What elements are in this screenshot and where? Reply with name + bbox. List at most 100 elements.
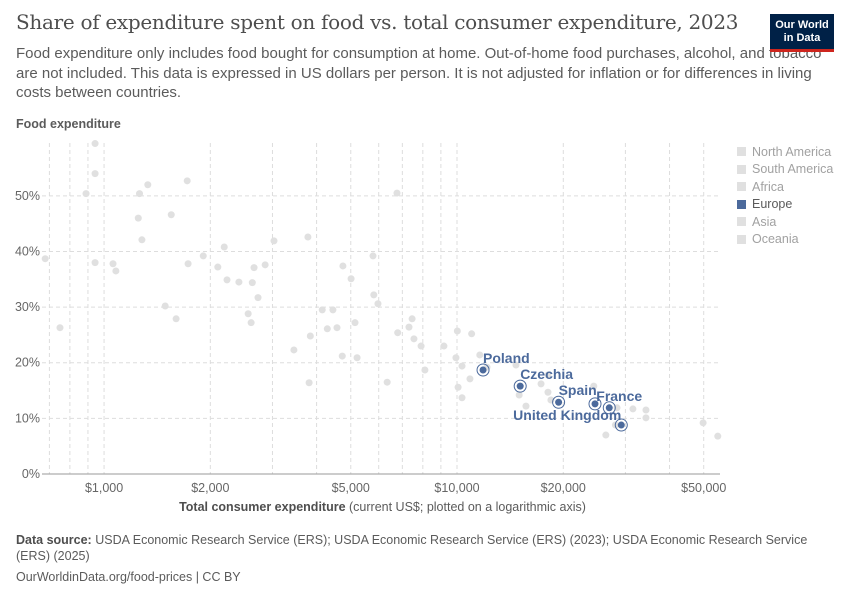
data-point [161, 302, 169, 310]
owid-logo[interactable]: Our World in Data [770, 14, 834, 52]
data-point [91, 140, 99, 148]
legend-item-north-america[interactable]: North America [737, 143, 833, 161]
legend-item-africa[interactable]: Africa [737, 178, 833, 196]
data-point-europe [617, 421, 625, 429]
legend-label: Oceania [752, 232, 799, 247]
data-point [629, 405, 637, 413]
data-point [109, 260, 117, 268]
highlight-ring [476, 363, 490, 377]
data-point [347, 275, 355, 283]
x-tick-label: $10,000 [434, 481, 479, 495]
data-point [544, 371, 552, 379]
y-axis-label: Food expenditure [16, 117, 121, 131]
data-point-europe [555, 398, 563, 406]
data-point [91, 170, 99, 178]
data-point [167, 211, 175, 219]
data-point [602, 431, 610, 439]
data-point [383, 378, 391, 386]
highlight-ring [614, 418, 628, 432]
data-point [138, 236, 146, 244]
data-point [417, 342, 425, 350]
data-point [305, 379, 313, 387]
data-point [323, 325, 331, 333]
data-point [351, 319, 359, 327]
data-point [250, 264, 258, 272]
data-point [642, 406, 650, 414]
footer-url[interactable]: OurWorldinData.org/food-prices | CC BY [16, 570, 241, 584]
data-point [339, 262, 347, 270]
data-point [590, 382, 598, 390]
highlight-ring [588, 397, 602, 411]
data-source: Data source: USDA Economic Research Serv… [16, 533, 836, 564]
data-point [421, 366, 429, 374]
legend-label: Asia [752, 214, 777, 229]
highlight-ring [513, 379, 527, 393]
source-text: USDA Economic Research Service (ERS); US… [16, 533, 808, 563]
legend-label: Africa [752, 179, 784, 194]
legend-item-europe[interactable]: Europe [737, 196, 833, 214]
legend-label: North America [752, 144, 832, 159]
legend-item-oceania[interactable]: Oceania [737, 231, 833, 249]
data-point [393, 189, 401, 197]
x-axis-label: Total consumer expenditure (current US$;… [0, 500, 765, 514]
highlight-ring [602, 401, 616, 415]
data-point [714, 432, 722, 440]
data-point [199, 252, 207, 260]
data-point [394, 329, 402, 337]
legend-label: South America [752, 162, 834, 177]
legend-swatch [737, 147, 746, 157]
data-point-europe [591, 400, 599, 408]
data-point [452, 354, 460, 362]
data-point-europe [479, 366, 487, 374]
data-point [458, 394, 466, 402]
data-point [440, 342, 448, 350]
data-point [466, 375, 474, 383]
data-point [370, 291, 378, 299]
data-point [304, 233, 312, 241]
data-point [537, 380, 545, 388]
highlight-ring [552, 395, 566, 409]
y-tick-label: 30% [15, 300, 40, 314]
data-point [369, 252, 377, 260]
y-tick-label: 20% [15, 356, 40, 370]
data-point [56, 324, 64, 332]
data-point [454, 383, 462, 391]
data-point [172, 315, 180, 323]
data-point [41, 255, 49, 263]
data-point [512, 361, 520, 369]
data-point [333, 324, 341, 332]
data-point [254, 294, 262, 302]
x-tick-label: $1,000 [85, 481, 123, 495]
data-point-europe [516, 382, 524, 390]
data-point [134, 214, 142, 222]
data-point [642, 414, 650, 422]
data-point [476, 351, 484, 359]
legend-swatch [737, 234, 746, 244]
data-point [699, 419, 707, 427]
data-point [353, 354, 361, 362]
point-label: United Kingdom [513, 407, 621, 423]
data-point [306, 332, 314, 340]
x-tick-label: $50,000 [681, 481, 726, 495]
data-point [136, 190, 144, 198]
legend-label: Europe [752, 197, 793, 212]
data-point [405, 323, 413, 331]
legend: North America South America Africa Europ… [737, 143, 833, 248]
data-point [270, 237, 278, 245]
y-tick-label: 0% [22, 467, 40, 481]
data-point [515, 391, 523, 399]
data-point [248, 279, 256, 287]
data-point [112, 267, 120, 275]
legend-item-south-america[interactable]: South America [737, 161, 833, 179]
data-point [91, 259, 99, 267]
point-label: Spain [559, 382, 597, 398]
legend-item-asia[interactable]: Asia [737, 213, 833, 231]
data-point [223, 276, 231, 284]
data-point [144, 181, 152, 189]
logo-text: Our World in Data [775, 19, 829, 44]
data-point [261, 261, 269, 269]
data-point [247, 319, 255, 327]
data-point [244, 310, 252, 318]
